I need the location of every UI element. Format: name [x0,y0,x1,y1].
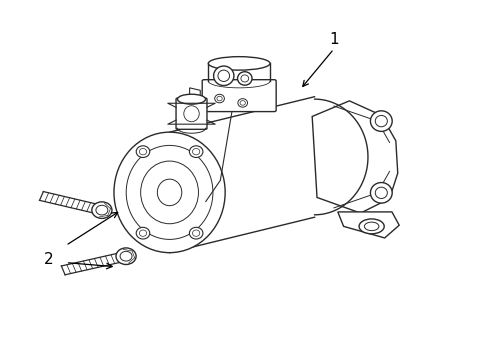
Ellipse shape [237,72,251,85]
Ellipse shape [177,94,205,104]
Ellipse shape [214,94,224,103]
Polygon shape [189,88,200,103]
Ellipse shape [358,219,384,234]
Ellipse shape [189,146,203,157]
Ellipse shape [136,146,149,157]
Ellipse shape [237,99,247,107]
Polygon shape [337,212,398,238]
Polygon shape [311,101,397,213]
Text: 1: 1 [328,32,338,48]
Ellipse shape [116,248,136,265]
Ellipse shape [92,202,112,219]
Ellipse shape [370,111,391,131]
Ellipse shape [208,57,269,70]
Ellipse shape [114,132,224,253]
FancyBboxPatch shape [176,98,206,129]
Ellipse shape [136,227,149,239]
Ellipse shape [189,227,203,239]
FancyBboxPatch shape [202,80,276,112]
Text: 2: 2 [44,252,53,267]
Ellipse shape [370,183,391,203]
Ellipse shape [213,66,233,86]
